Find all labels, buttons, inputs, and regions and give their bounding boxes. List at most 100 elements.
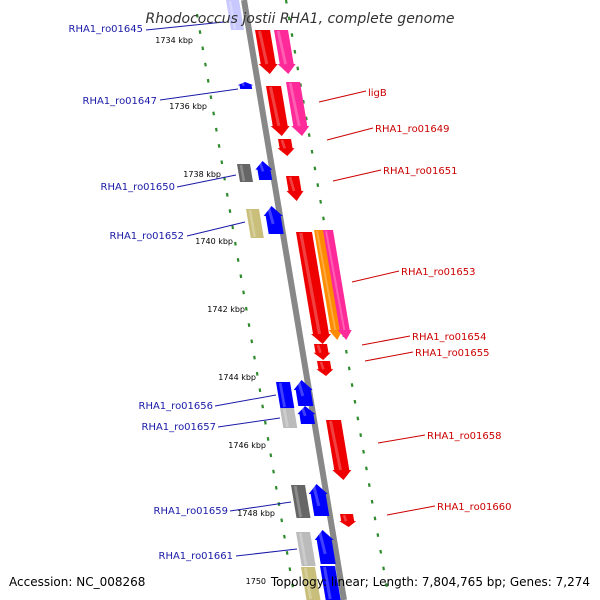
guide-dot [198, 30, 202, 34]
gene-shading [228, 0, 237, 30]
dotted-guides [195, 0, 391, 600]
gene-label-right: RHA1_ro01655 [415, 348, 490, 359]
guide-dot [228, 209, 232, 214]
genes [226, 0, 357, 600]
guide-dot [220, 160, 224, 165]
guide-dot [385, 583, 388, 588]
gene-shading [288, 176, 296, 192]
gene-shading [323, 566, 332, 600]
label-leader-line [217, 417, 281, 428]
guide-dot [195, 13, 199, 18]
guide-dot [283, 534, 286, 539]
tick-label: 1736 kbp [169, 102, 207, 111]
gene-label-right: ligB [368, 88, 387, 99]
guide-dot [288, 567, 292, 572]
gene-gray-block [237, 164, 253, 182]
gene-label-right: RHA1_ro01649 [375, 124, 450, 135]
gene-red-arrow [277, 139, 295, 156]
tick-label: 1734 kbp [155, 36, 193, 45]
gene-shading [298, 532, 308, 566]
gene-blue-arrow [237, 82, 254, 89]
accession-text: Accession: NC_008268 [9, 575, 145, 589]
gene-blue-block [276, 382, 295, 408]
guide-dot [284, 0, 288, 4]
gene-shading [297, 380, 305, 397]
tick-label: 1748 kbp [237, 509, 275, 518]
gene-khaki-block [246, 209, 264, 238]
guide-dot [379, 549, 383, 554]
axis-ticks: 1734 kbp 1736 kbp 1738 kbp 1740 kbp 1742 kbp… [155, 36, 275, 586]
gene-shading [280, 139, 286, 149]
tick-label: 1744 kbp [218, 373, 256, 382]
guide-dot [261, 404, 265, 409]
label-leader-line [386, 505, 436, 516]
gene-shading [342, 514, 348, 522]
gene-label-left: RHA1_ro01657 [142, 422, 217, 433]
guide-dot [269, 453, 273, 458]
gene-shading [318, 530, 327, 555]
guide-dot [250, 339, 254, 344]
genome-title: Rhodococcus jostii RHA1, complete genome [145, 11, 454, 27]
label-leader-line [364, 351, 414, 362]
guide-dot [285, 550, 289, 555]
guide-dot [347, 366, 351, 371]
label-leader-line [326, 127, 374, 141]
guide-dot [353, 399, 357, 404]
tick-label: 1742 kbp [207, 305, 245, 314]
tick-label: 1746 kbp [228, 441, 266, 450]
gene-red-arrow [339, 514, 357, 527]
guide-dot [263, 420, 267, 425]
gene-shading [288, 82, 301, 127]
gene-shading [329, 420, 342, 471]
guide-dot [204, 62, 207, 67]
gene-shading [258, 30, 269, 65]
label-leader-line [159, 88, 239, 101]
guide-dot [313, 166, 317, 171]
guide-dot [239, 274, 243, 279]
label-leader-line [318, 90, 367, 103]
gene-blue-arrow [293, 380, 314, 406]
guide-dot [290, 33, 294, 38]
guide-dot [365, 466, 368, 471]
guide-dot [274, 485, 278, 490]
guide-dot [382, 566, 385, 571]
tick-label: 1738 kbp [183, 170, 221, 179]
guide-dot [310, 149, 314, 154]
gene-label-left: RHA1_ro01661 [159, 551, 234, 562]
gene-pink-arrow [274, 30, 296, 74]
gene-label-right: RHA1_ro01654 [412, 332, 487, 343]
gene-label-left: RHA1_ro01650 [101, 182, 176, 193]
guide-dot [217, 144, 221, 148]
gene-label-right: RHA1_ro01660 [437, 502, 512, 513]
gene-shading [267, 206, 275, 225]
gene-shading [241, 82, 245, 87]
gene-blue-arrow [255, 161, 273, 180]
gene-label-left: RHA1_ro01659 [154, 506, 229, 517]
gene-shading [293, 485, 303, 518]
gene-khaki-block [301, 567, 321, 600]
guide-dot [258, 388, 262, 393]
label-leader-line [361, 335, 411, 346]
guide-dot [293, 49, 297, 54]
gene-red-arrow [316, 361, 334, 376]
guide-dot [209, 95, 213, 100]
gene-shading [312, 484, 321, 507]
guide-dot [296, 66, 300, 71]
guide-dot [225, 192, 229, 197]
guide-dot [253, 355, 256, 360]
guide-dot [242, 290, 245, 295]
guide-dot [280, 518, 284, 523]
guide-dot [247, 323, 251, 327]
label-leader-line [332, 169, 382, 182]
gene-gray-block [291, 485, 311, 518]
gene-shading [258, 161, 265, 172]
gene-blue-block [320, 566, 341, 600]
gene-red-arrow [266, 86, 290, 136]
gene-label-left: RHA1_ro01656 [139, 401, 214, 412]
gene-label-right: RHA1_ro01651 [383, 166, 458, 177]
guide-dot [316, 183, 320, 188]
gene-shading [300, 406, 307, 417]
guide-dot [350, 383, 354, 388]
gene-shading [282, 408, 289, 428]
